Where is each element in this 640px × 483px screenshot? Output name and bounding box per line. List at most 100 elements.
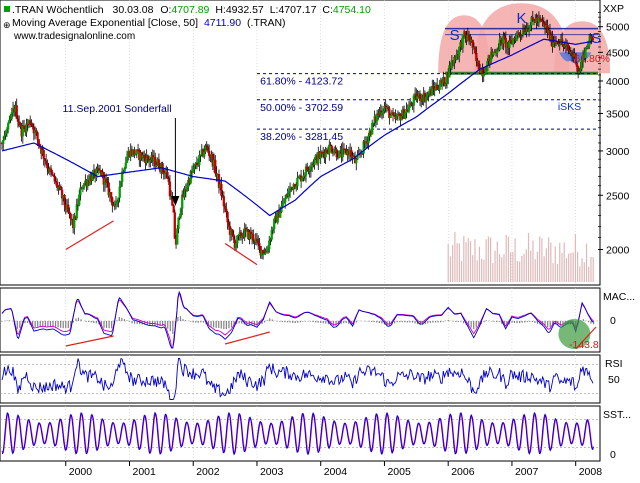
candle-body xyxy=(443,77,446,86)
volume-layer xyxy=(447,232,594,282)
candle-body xyxy=(117,197,120,202)
candle-body xyxy=(69,213,72,220)
candle-body xyxy=(475,52,478,62)
candle-body xyxy=(53,175,56,182)
y-tick-label-5000: 5000 xyxy=(606,22,630,34)
ma-label: Moving Average Exponential [Close, 50] xyxy=(12,17,198,29)
legend-swatch-glyph: ⊕ xyxy=(3,20,11,30)
label-left-shoulder: S xyxy=(450,27,460,44)
candle-body xyxy=(389,115,392,119)
candle-body xyxy=(67,204,70,212)
candle-body xyxy=(123,168,126,172)
candle-body xyxy=(29,120,32,125)
candle-body xyxy=(155,164,158,167)
candle-body xyxy=(436,84,439,89)
macd-y-label-0: 0 xyxy=(610,315,616,327)
candle-body xyxy=(173,212,176,239)
candle-body xyxy=(81,187,85,189)
candle-body xyxy=(512,39,515,45)
candle-body xyxy=(371,122,374,135)
candle-body xyxy=(388,108,391,119)
candle-body xyxy=(542,21,545,24)
candle-body xyxy=(471,39,474,48)
open-value: 4707.89 xyxy=(171,4,209,16)
candle-body xyxy=(49,168,53,173)
candle-body xyxy=(195,162,199,166)
candle-body xyxy=(3,135,6,141)
candle-body xyxy=(518,32,521,35)
candle-body xyxy=(325,149,328,153)
support-trend-line-0 xyxy=(65,220,114,251)
candle-body xyxy=(149,159,152,162)
rsi-panel-title: RSI xyxy=(605,358,623,370)
sst-y-label-0: 0 xyxy=(610,449,616,461)
candle-body xyxy=(427,93,430,96)
candle-body xyxy=(584,47,587,59)
candle-body xyxy=(231,229,234,235)
candle-body xyxy=(391,112,395,116)
candle-body xyxy=(287,191,290,197)
candle-body xyxy=(8,119,11,124)
candle-body xyxy=(178,216,181,218)
y-tick-label-4000: 4000 xyxy=(606,76,630,88)
candle-body xyxy=(51,171,54,175)
candle-body xyxy=(6,123,10,130)
candle-body xyxy=(313,158,316,165)
candle-body xyxy=(271,228,275,231)
x-tick-label-2003: 2003 xyxy=(260,466,284,478)
candle-body xyxy=(157,159,161,169)
candle-body xyxy=(568,49,571,53)
candle-body xyxy=(203,151,206,157)
candle-body xyxy=(328,144,331,155)
candle-body xyxy=(208,151,211,156)
candle-body xyxy=(565,44,569,47)
candle-body xyxy=(295,186,298,189)
candle-body xyxy=(222,196,226,207)
candle-body xyxy=(498,39,501,50)
candle-body xyxy=(133,149,136,156)
x-tick-label-2007: 2007 xyxy=(515,466,539,478)
high-value: 4932.57 xyxy=(226,4,264,16)
candle-body xyxy=(337,150,341,159)
candle-body xyxy=(508,40,511,48)
candle-body xyxy=(404,112,407,119)
candle-body xyxy=(206,146,210,152)
candle-body xyxy=(296,177,299,187)
candle-body xyxy=(524,31,527,34)
ma-value: 4711.90 xyxy=(204,17,241,29)
candle-body xyxy=(236,235,239,244)
candle-body xyxy=(105,178,108,182)
candle-body xyxy=(266,248,270,253)
candle-body xyxy=(215,173,218,175)
candle-body xyxy=(119,181,123,188)
candle-body xyxy=(25,123,28,133)
y-tick-label-3000: 3000 xyxy=(606,146,630,158)
support-trend-line-1 xyxy=(224,243,258,266)
candle-body xyxy=(444,83,447,86)
candle-body xyxy=(567,45,570,51)
candle-body xyxy=(22,125,26,128)
candle-body xyxy=(46,163,49,169)
rsi-line xyxy=(1,358,594,400)
high-label: H: xyxy=(215,4,226,16)
candle-body xyxy=(322,152,325,154)
x-tick-label-2004: 2004 xyxy=(324,466,348,478)
candle-body xyxy=(461,35,465,49)
symbol-label: .TRAN Wöchentlich xyxy=(12,4,104,16)
moving-average-layer xyxy=(1,38,594,217)
candle-body xyxy=(5,129,9,134)
candle-body xyxy=(527,29,531,32)
label-head: K xyxy=(517,10,527,27)
candle-body xyxy=(341,148,344,158)
candle-body xyxy=(497,49,500,52)
sst-panel-title: SST... xyxy=(603,409,631,421)
candle-body xyxy=(52,174,55,177)
macd-signal-line xyxy=(1,292,594,349)
candle-body xyxy=(386,106,390,109)
candle-body xyxy=(257,238,260,244)
candle-body xyxy=(227,222,230,227)
candle-body xyxy=(424,96,428,102)
source-label: www.tradesignalonline.com xyxy=(13,31,135,42)
candle-body xyxy=(31,124,34,128)
candle-body xyxy=(15,105,18,119)
